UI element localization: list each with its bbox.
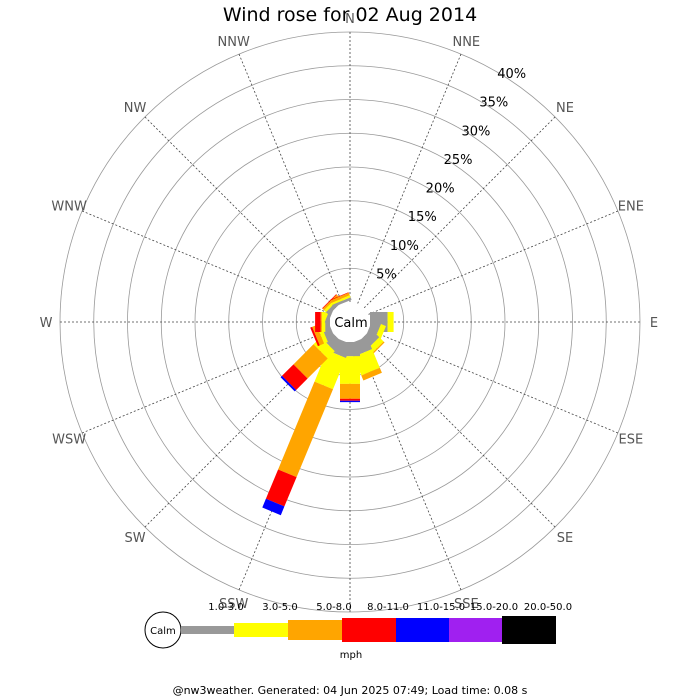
- direction-labels: 5% 10% 15% 20% 25% 30% 35% 40% N NNE NE ENE E ESE SE SS…: [40, 12, 659, 635]
- percent-tick-label: 35%: [479, 96, 508, 111]
- bar-nnw-1.0-3.0: [332, 297, 352, 308]
- bar-sw-5.0-8.0: [293, 344, 328, 379]
- bar-ssw-11.0-15.0: [262, 498, 285, 516]
- percent-tick-label: 40%: [497, 67, 526, 82]
- legend-swatch-5.0-8.0: [288, 620, 342, 640]
- legend-swatch-8.0-11.0: [342, 618, 396, 642]
- legend-label-11.0-15.0: 11.0-15.0: [417, 602, 465, 613]
- direction-label-sse: SSE: [454, 597, 479, 612]
- grid-spoke-ene: [368, 210, 619, 315]
- calm-circle-bg: [330, 302, 370, 342]
- legend-swatch-11.0-15.0: [396, 618, 449, 642]
- direction-label-n: N: [345, 12, 355, 27]
- grid-spoke-wnw: [81, 210, 332, 315]
- direction-label-w: W: [40, 316, 53, 331]
- legend-calm-label: Calm: [150, 626, 176, 637]
- percent-tick-label: 10%: [390, 239, 419, 254]
- bar-sw-11.0-15.0: [280, 375, 297, 392]
- legend-swatch-1.0-3.0: [181, 626, 234, 634]
- direction-label-se: SE: [557, 531, 573, 546]
- bar-nnw-3.0-5.0: [331, 295, 351, 305]
- legend-swatch-15.0-20.0: [449, 618, 502, 642]
- legend-unit-label: mph: [340, 650, 362, 661]
- direction-label-wsw: WSW: [52, 432, 86, 447]
- legend: Calm 1.0-3.0 3.0-5.0 5.0-8.0 8.0-11.0 11.0-15…: [144, 602, 572, 661]
- bar-nnw-5.0-8.0: [330, 292, 350, 303]
- bar-s-3.0-5.0: [340, 356, 360, 384]
- direction-label-ne: NE: [556, 101, 574, 116]
- grid-ring: [262, 234, 438, 410]
- bar-ssw-8.0-11.0: [265, 469, 297, 507]
- bar-s-11.0-15.0: [340, 400, 360, 403]
- chart-title: Wind rose for 02 Aug 2014: [222, 4, 478, 26]
- grid-spoke-se: [363, 335, 556, 528]
- direction-label-nnw: NNW: [218, 35, 250, 50]
- grid-spoke-ne: [363, 116, 556, 309]
- bar-w-8.0-11.0: [315, 312, 321, 332]
- grid-spoke-nne: [357, 53, 462, 304]
- legend-label-20.0-50.0: 20.0-50.0: [524, 602, 572, 613]
- legend-swatch-3.0-5.0: [234, 623, 288, 637]
- polar-grid: [59, 31, 641, 613]
- direction-label-nne: NNE: [452, 35, 480, 50]
- percent-tick-label: 25%: [444, 153, 473, 168]
- bar-w-5.0-8.0: [320, 312, 322, 332]
- grid-ring: [127, 99, 573, 545]
- bar-sse-3.0-5.0: [353, 349, 380, 376]
- wind-bars: [262, 292, 394, 516]
- legend-label-8.0-11.0: 8.0-11.0: [367, 602, 409, 613]
- bar-ssw-3.0-5.0: [314, 350, 346, 390]
- bar-s-5.0-8.0: [340, 383, 360, 399]
- footer-text: @nw3weather. Generated: 04 Jun 2025 07:4…: [172, 684, 528, 697]
- percent-tick-label: 20%: [426, 182, 455, 197]
- bar-s-8.0-11.0: [340, 398, 360, 401]
- direction-label-sw: SW: [124, 531, 145, 546]
- grid-spoke-sse: [357, 340, 462, 591]
- bar-nnw-8.0-11.0: [330, 292, 349, 301]
- percent-tick-label: 5%: [376, 267, 397, 282]
- grid-spoke-nw: [144, 116, 337, 309]
- bar-sw-8.0-11.0: [282, 364, 308, 390]
- direction-label-ese: ESE: [619, 432, 644, 447]
- grid-spoke-nnw: [238, 53, 343, 304]
- bar-sse-5.0-8.0: [361, 367, 382, 381]
- calm-circle: Calm: [330, 302, 370, 342]
- direction-label-wnw: WNW: [51, 200, 87, 215]
- legend-label-3.0-5.0: 3.0-5.0: [262, 602, 297, 613]
- legend-label-5.0-8.0: 5.0-8.0: [316, 602, 351, 613]
- grid-spoke-ese: [368, 329, 619, 434]
- bar-wsw-8.0-11.0: [310, 326, 320, 347]
- bar-e-3.0-5.0: [387, 312, 394, 332]
- percent-tick-label: 15%: [408, 210, 437, 225]
- bar-ssw-5.0-8.0: [278, 381, 333, 478]
- grid-ring: [194, 166, 506, 478]
- bar-nw-8.0-11.0: [322, 294, 337, 309]
- legend-label-15.0-20.0: 15.0-20.0: [470, 602, 518, 613]
- direction-label-e: E: [650, 316, 658, 331]
- percent-tick-label: 30%: [461, 124, 490, 139]
- legend-swatch-20.0-50.0: [502, 616, 556, 644]
- calm-label: Calm: [334, 316, 367, 331]
- legend-label-1.0-3.0: 1.0-3.0: [208, 602, 243, 613]
- direction-label-ssw: SSW: [219, 597, 249, 612]
- grid-spoke-wsw: [81, 329, 332, 434]
- direction-label-ene: ENE: [618, 200, 644, 215]
- direction-label-nw: NW: [124, 101, 147, 116]
